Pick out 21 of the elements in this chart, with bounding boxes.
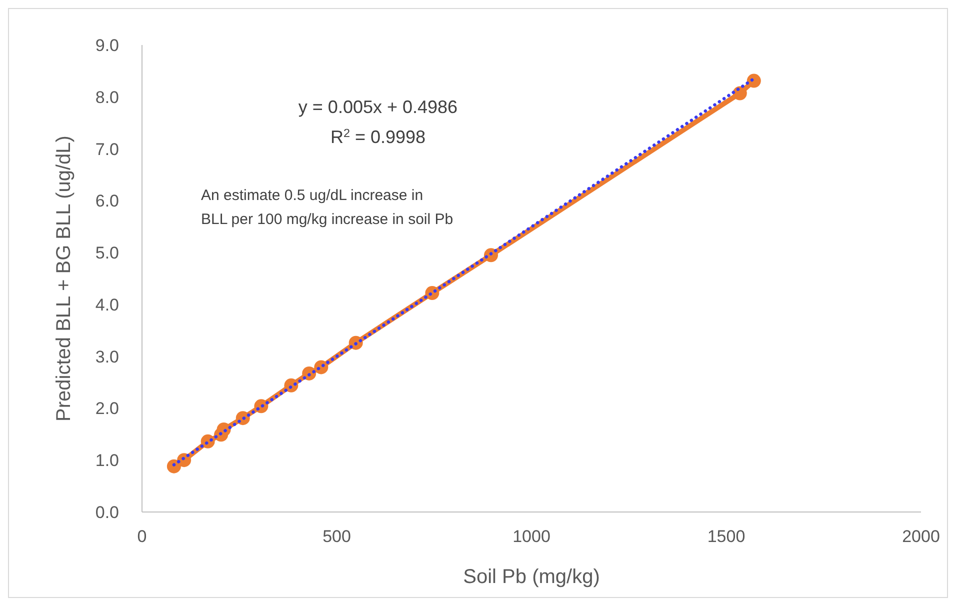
y-tick-label: 2.0 — [95, 399, 119, 418]
annotation: R$^{2}$ = 0.9998 — [330, 126, 426, 147]
y-tick-label: 7.0 — [95, 140, 119, 159]
point — [746, 74, 761, 88]
annotation: An estimate 0.5 ug/dL increase in BLL per 100 mg/kg increase in soil Pb — [201, 187, 454, 228]
x-axis-title: Soil Pb (mg/kg) — [463, 566, 600, 588]
y-tick-label: 4.0 — [95, 295, 119, 314]
y-tick-label: 5.0 — [95, 244, 119, 263]
y-tick-label: 9.0 — [95, 36, 119, 55]
y-tick-label: 3.0 — [95, 347, 119, 366]
x-tick-label: 1500 — [707, 527, 746, 546]
y-axis-title: Predicted BLL + BG BLL (ug/dL) — [53, 136, 75, 422]
annotation: y = 0.005x + 0.4986 — [298, 97, 458, 117]
x-tick-label: 2000 — [902, 527, 940, 546]
x-tick-label: 500 — [322, 527, 351, 546]
x-tick-label: 0 — [137, 527, 147, 546]
y-tick-label: 1.0 — [95, 451, 119, 470]
x-tick-label: 1000 — [512, 527, 550, 546]
y-tick-label: 8.0 — [95, 88, 119, 107]
y-tick-label: 0.0 — [95, 503, 119, 522]
y-tick-label: 6.0 — [95, 192, 119, 211]
